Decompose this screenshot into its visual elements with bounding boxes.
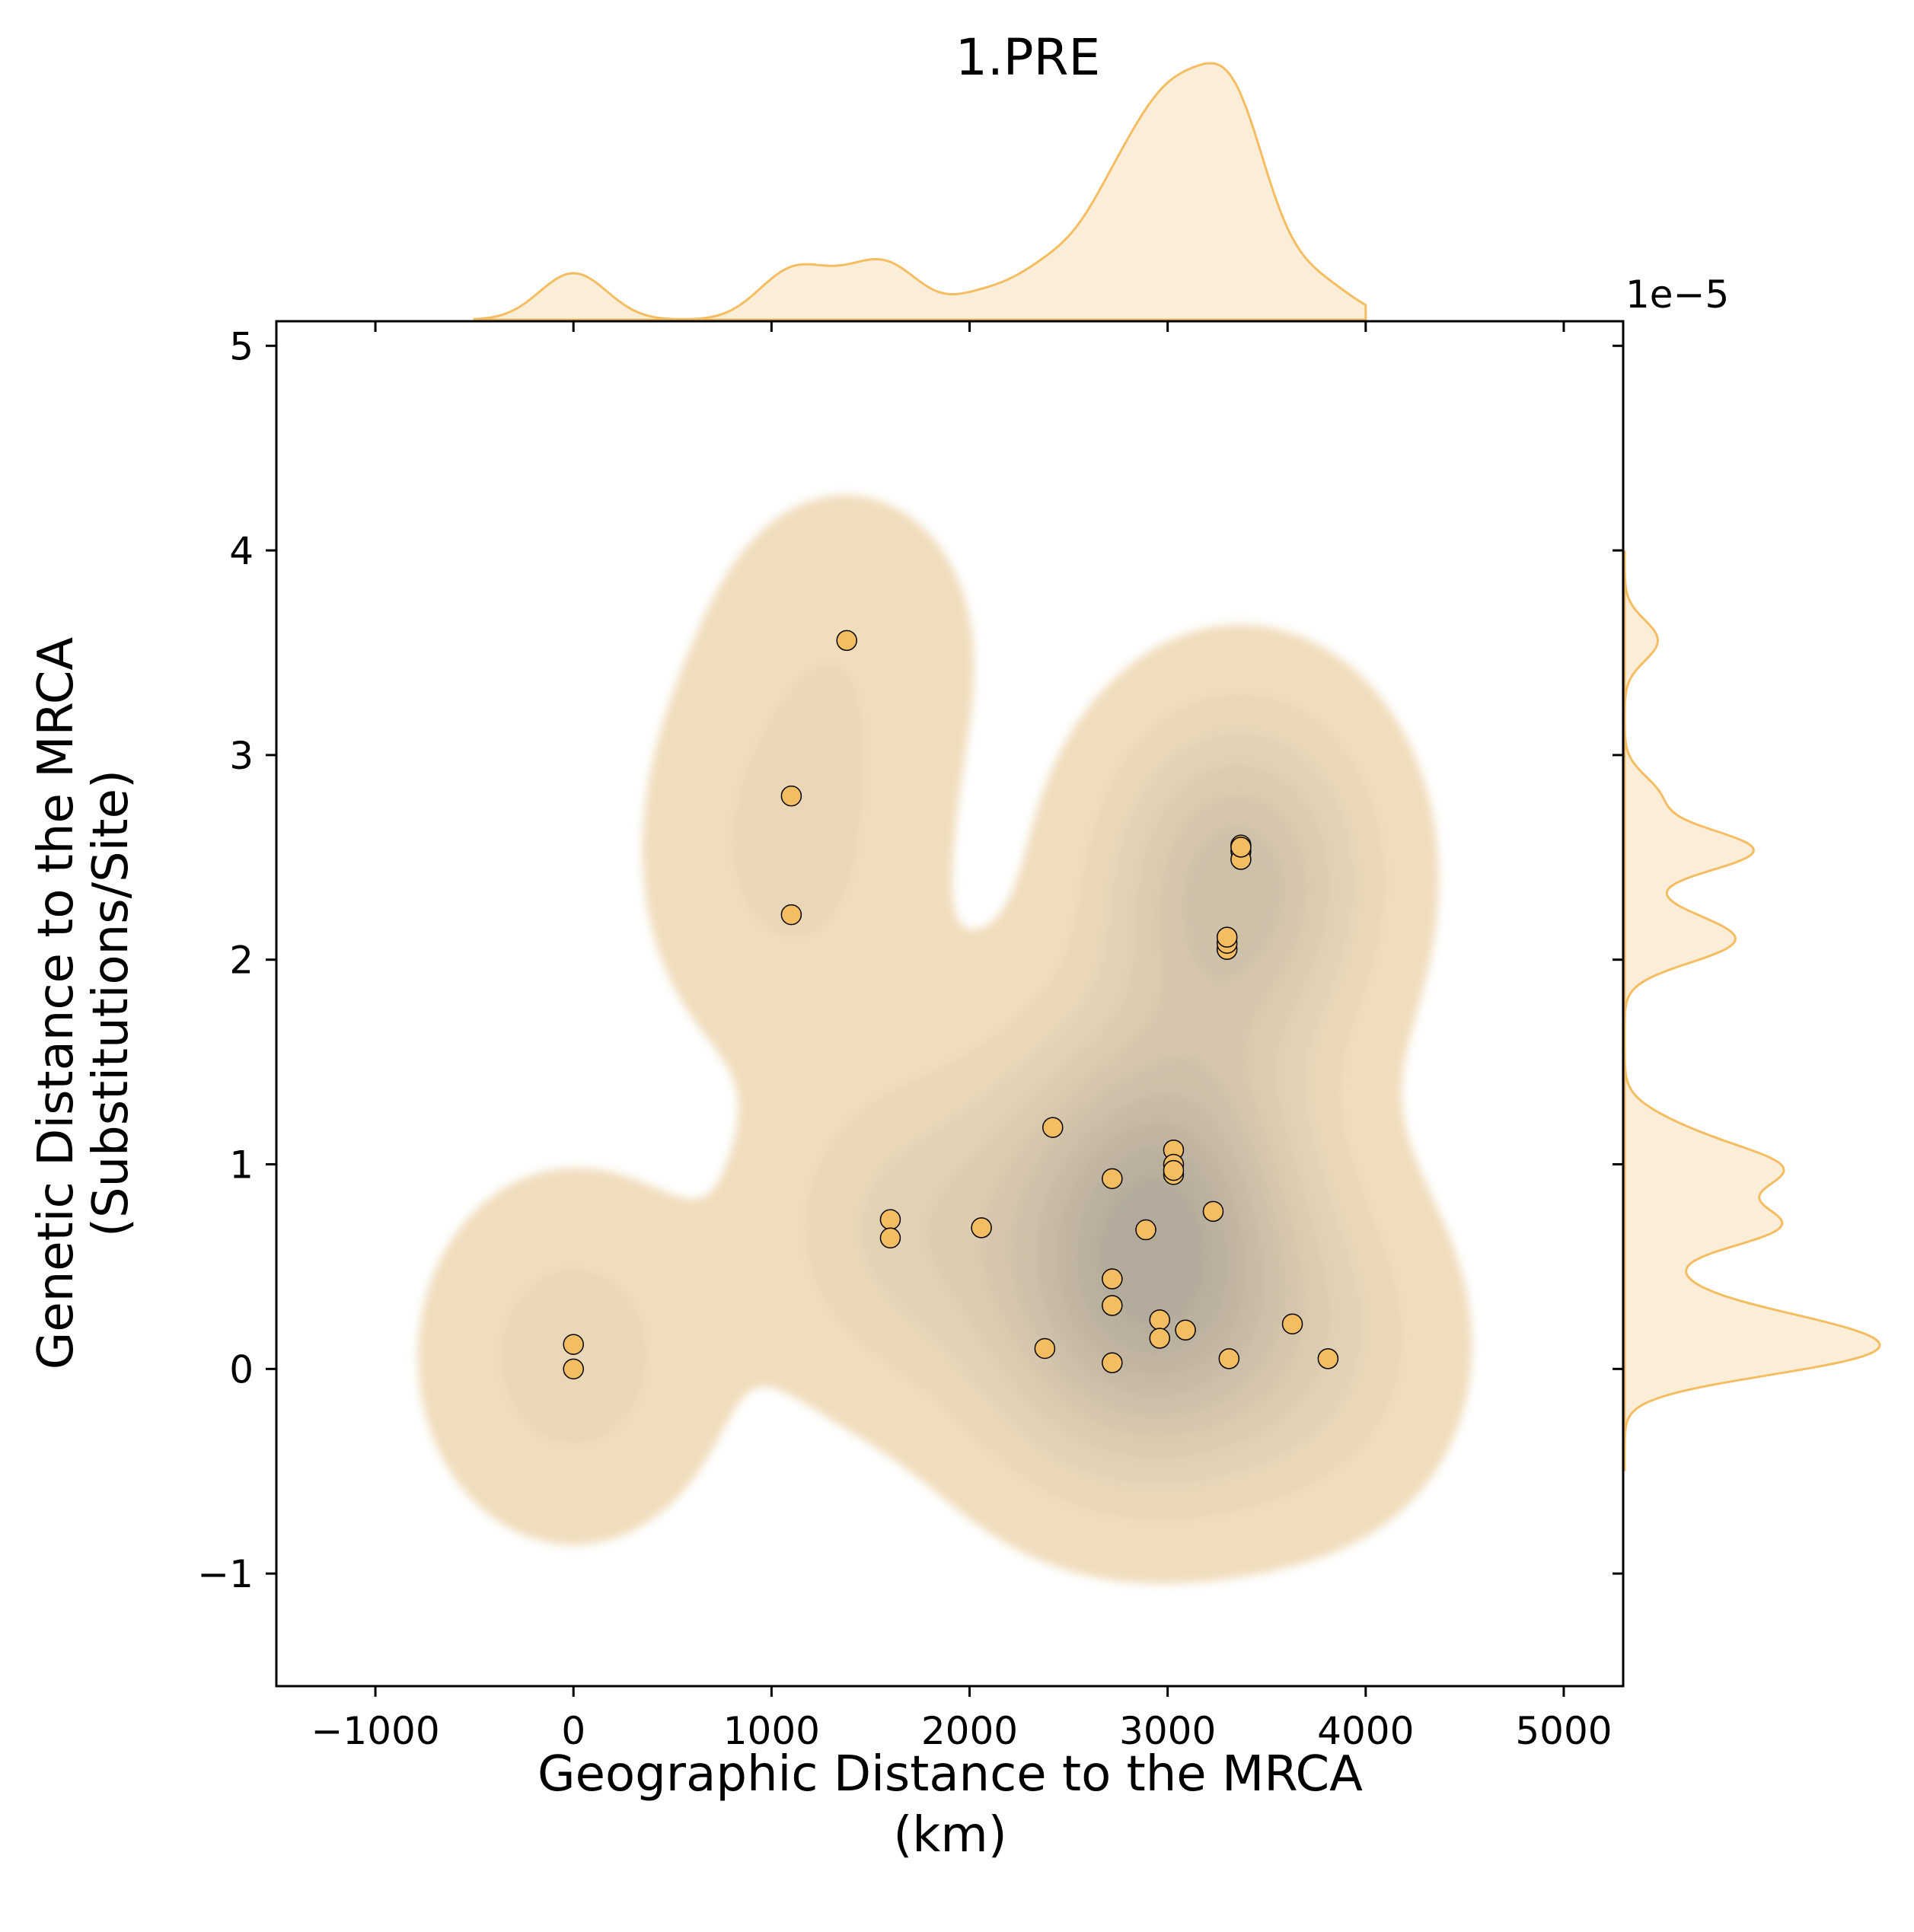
y-tick-label: −1 (197, 1552, 254, 1596)
y-tick-label: 5 (229, 324, 254, 368)
data-point (1230, 837, 1252, 858)
x-axis-label-units: (km) (893, 1807, 1006, 1863)
data-point (879, 1227, 901, 1249)
y-axis-label-units: (Substitutions/Site) (83, 770, 139, 1237)
data-point (1317, 1348, 1339, 1369)
data-point (1042, 1117, 1064, 1138)
data-point (1149, 1309, 1171, 1331)
data-point (1281, 1313, 1303, 1334)
y-axis-ticks: −1 0 1 2 3 4 5 (197, 324, 1623, 1596)
y-tick-label: 1 (229, 1143, 254, 1188)
right-marginal-curve (1623, 550, 1881, 1471)
x-axis-ticks: −1000 0 1000 2000 3000 4000 5000 (311, 321, 1613, 1753)
plot-frame (275, 320, 1625, 1688)
x-tick-label: 5000 (1515, 1709, 1612, 1753)
top-marginal-curve (473, 62, 1367, 321)
x-tick-label: 0 (561, 1709, 585, 1753)
data-point (836, 630, 857, 652)
y-tick-label: 3 (229, 734, 254, 778)
data-point (1163, 1159, 1185, 1181)
data-point (1216, 926, 1238, 948)
data-point (1102, 1168, 1123, 1190)
x-axis-label: Geographic Distance to the MRCA (538, 1746, 1363, 1803)
x-tick-label: 4000 (1317, 1709, 1414, 1753)
data-point (1102, 1268, 1123, 1290)
data-point (1149, 1328, 1171, 1349)
y-offset-label: 1e−5 (1625, 273, 1729, 317)
data-point (1135, 1219, 1156, 1241)
x-tick-label: 3000 (1119, 1709, 1216, 1753)
data-point (780, 904, 802, 926)
kde-contours (417, 495, 1472, 1584)
data-point (563, 1334, 584, 1355)
top-marginal-density (473, 62, 1367, 321)
x-tick-label: 2000 (921, 1709, 1018, 1753)
data-point (780, 785, 802, 807)
data-point (1102, 1295, 1123, 1316)
data-point (1202, 1200, 1224, 1223)
y-axis-label: Genetic Distance to the MRCA (28, 637, 85, 1370)
x-tick-label: 1000 (723, 1709, 820, 1753)
kde-level-10 (1099, 1178, 1205, 1326)
data-point (1218, 1348, 1240, 1369)
data-point (1034, 1337, 1056, 1360)
y-tick-label: 0 (229, 1347, 254, 1392)
scatter-points (563, 630, 1339, 1380)
chart-title: 1.PRE (955, 28, 1100, 87)
y-tick-label: 2 (229, 939, 254, 983)
data-point (971, 1217, 992, 1239)
data-point (563, 1358, 584, 1380)
data-point (1102, 1352, 1123, 1374)
x-tick-label: −1000 (311, 1709, 440, 1753)
data-point (1175, 1319, 1196, 1341)
right-marginal-density (1623, 550, 1881, 1471)
y-tick-label: 4 (229, 529, 254, 573)
data-point (879, 1209, 901, 1230)
